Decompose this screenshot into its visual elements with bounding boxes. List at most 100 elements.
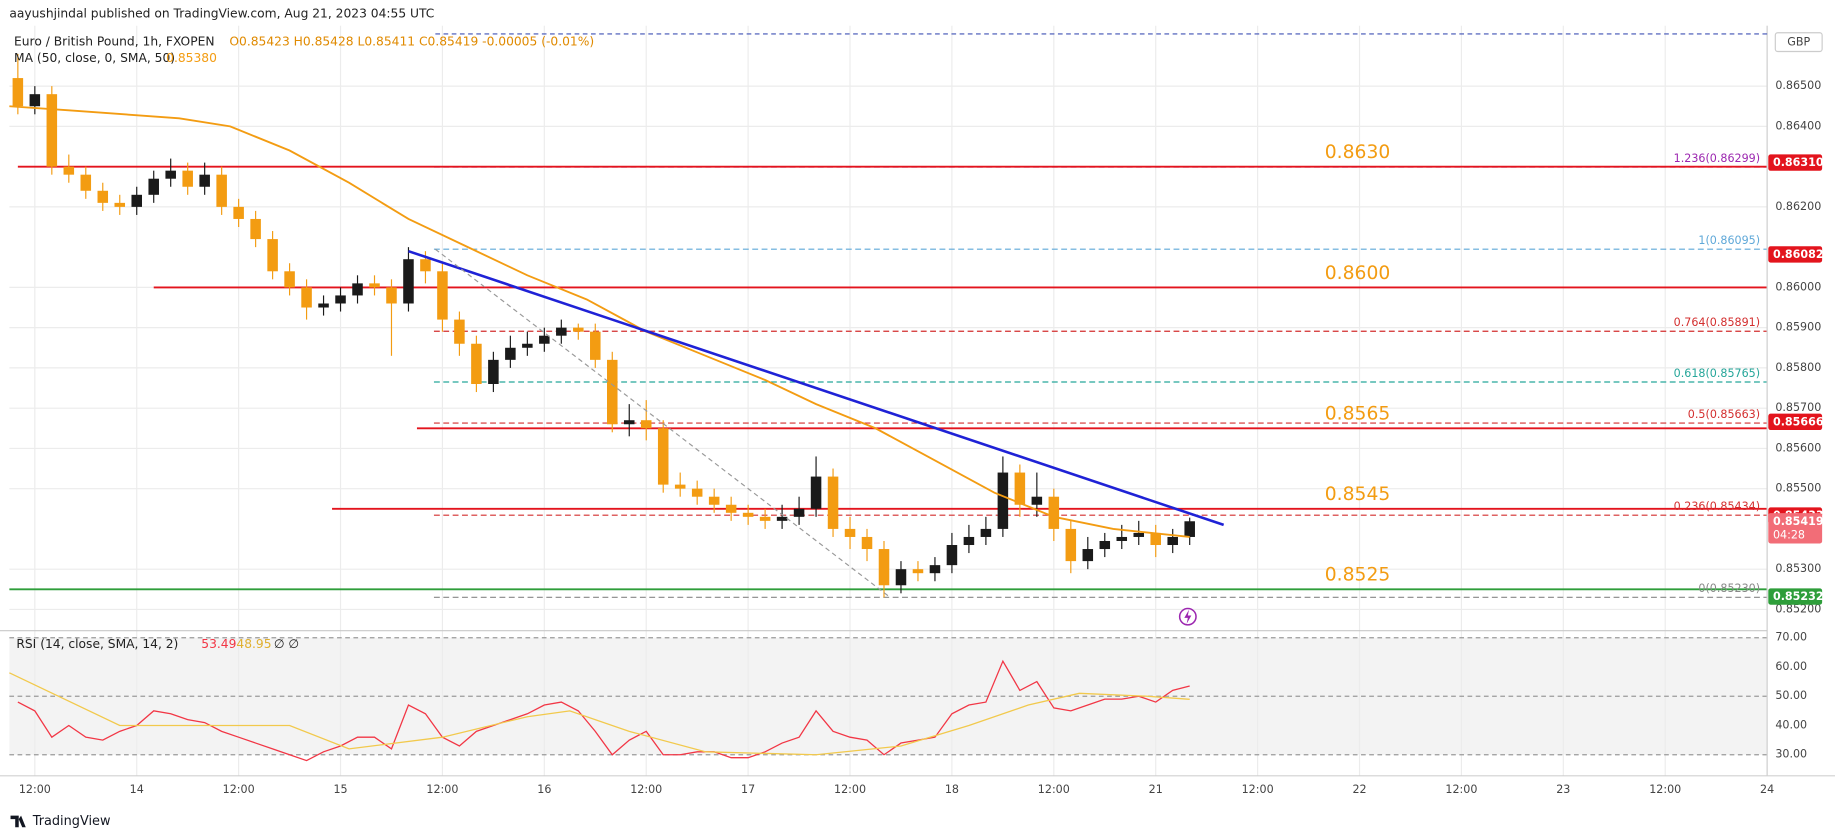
- candle-body: [1150, 532, 1161, 546]
- candle-body: [386, 287, 397, 304]
- candle-body: [912, 569, 924, 574]
- y-tick-label: 0.86500: [1775, 79, 1821, 92]
- y-tick-label: 0.86000: [1775, 280, 1821, 293]
- x-tick-label: 17: [741, 783, 755, 796]
- y-tick-label: 0.86200: [1775, 200, 1821, 213]
- candle-body: [437, 271, 448, 320]
- candle-body: [216, 174, 227, 207]
- ma-value: 0.85380: [166, 51, 217, 65]
- candle-body: [301, 287, 312, 308]
- candle-body: [1167, 536, 1178, 546]
- event-icon-bolt: [1184, 609, 1192, 624]
- candle-body: [131, 194, 143, 207]
- candle-body: [165, 170, 176, 179]
- rsi-tick-label: 70.00: [1775, 631, 1807, 644]
- candle-body: [1099, 540, 1111, 550]
- level-label: 0.8525: [1325, 565, 1391, 586]
- candle-body: [708, 496, 720, 505]
- y-tick-label: 0.85800: [1775, 361, 1821, 374]
- y-tick-label: 0.86400: [1775, 119, 1821, 132]
- fib-label: 0.5(0.85663): [1688, 408, 1760, 421]
- fib-label: 0(0.85230): [1698, 582, 1760, 595]
- x-tick-label: 12:00: [426, 783, 458, 796]
- candle-body: [963, 536, 975, 546]
- rsi-tick-label: 60.00: [1775, 660, 1807, 673]
- x-tick-label: 21: [1149, 783, 1163, 796]
- candle-body: [454, 319, 465, 344]
- x-tick-label: 12:00: [630, 783, 662, 796]
- rsi-tick-label: 40.00: [1775, 718, 1807, 731]
- candle-body: [46, 94, 58, 167]
- candle-body: [80, 174, 92, 191]
- x-tick-label: 15: [333, 783, 347, 796]
- candle-body: [810, 476, 822, 509]
- candle-body: [776, 516, 788, 521]
- candle-body: [182, 170, 193, 187]
- level-label: 0.8600: [1325, 263, 1391, 284]
- fib-label: 0.236(0.85434): [1674, 500, 1760, 513]
- candle-body: [929, 565, 941, 574]
- candle-body: [250, 218, 261, 240]
- candle-body: [657, 428, 669, 485]
- candle-body: [1082, 549, 1094, 562]
- brand: TradingView: [32, 814, 111, 829]
- y-tick-label: 0.85200: [1775, 602, 1821, 615]
- candle-body: [369, 283, 380, 288]
- y-tick-label: 0.85600: [1775, 441, 1821, 454]
- rsi-line: [9, 672, 1190, 756]
- price-tag: [1768, 246, 1823, 263]
- price-tag: [1768, 154, 1823, 171]
- x-tick-label: 12:00: [223, 783, 255, 796]
- countdown: 04:28: [1773, 528, 1805, 541]
- candle-body: [29, 94, 41, 107]
- candle-body: [199, 174, 210, 187]
- x-tick-label: 12:00: [1038, 783, 1070, 796]
- rsi-value: 53.49: [201, 637, 236, 651]
- candle-body: [335, 295, 346, 304]
- x-tick-label: 12:00: [19, 783, 51, 796]
- rsi-tick-label: 30.00: [1775, 748, 1807, 761]
- x-tick-label: 24: [1760, 783, 1774, 796]
- rsi-legend: RSI (14, close, SMA, 14, 2): [16, 637, 178, 651]
- candle-body: [607, 359, 618, 425]
- candle-body: [1014, 472, 1026, 505]
- candle-body: [1065, 528, 1077, 562]
- candle-body: [590, 331, 601, 360]
- candle-body: [12, 78, 24, 107]
- currency-box[interactable]: [1774, 32, 1823, 53]
- x-tick-label: 23: [1556, 783, 1570, 796]
- candle-body: [640, 420, 652, 429]
- candle-body: [878, 549, 890, 586]
- price-tag: [1768, 588, 1823, 605]
- candle-body: [742, 512, 754, 517]
- candle-body: [97, 190, 109, 203]
- y-tick-label: 0.85900: [1775, 321, 1821, 334]
- x-tick-label: 22: [1352, 783, 1366, 796]
- level-label: 0.8565: [1325, 404, 1391, 425]
- level-label: 0.8545: [1325, 484, 1391, 505]
- candle-body: [284, 271, 295, 288]
- ma-legend: MA (50, close, 0, SMA, 50): [14, 51, 175, 65]
- candle-body: [691, 488, 703, 497]
- x-tick-label: 12:00: [834, 783, 866, 796]
- candle-body: [318, 303, 329, 308]
- last-price-label: 0.85419: [1773, 515, 1824, 528]
- fib-label: 1(0.86095): [1698, 234, 1760, 247]
- x-tick-label: 18: [945, 783, 959, 796]
- candle-body: [827, 476, 839, 529]
- candle-body: [352, 283, 363, 296]
- x-tick-label: 12:00: [1445, 783, 1477, 796]
- rsi-extra: ∅ ∅: [274, 637, 299, 651]
- moving-average: [9, 105, 1190, 538]
- fib-label: 0.618(0.85765): [1674, 367, 1760, 380]
- fib-anchor-line: [434, 248, 890, 598]
- candle-body: [861, 536, 873, 550]
- fib-label: 0.764(0.85891): [1674, 316, 1760, 329]
- trendline: [408, 249, 1225, 527]
- candle-body: [403, 259, 414, 304]
- candle-body: [1184, 521, 1195, 537]
- y-tick-label: 0.85500: [1775, 482, 1821, 495]
- rsi-ma-value: 48.95: [236, 637, 271, 651]
